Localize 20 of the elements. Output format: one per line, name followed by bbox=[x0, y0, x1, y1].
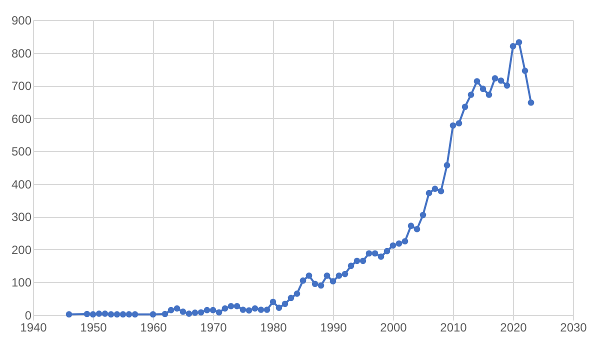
x-tick-label: 1980 bbox=[260, 320, 288, 334]
y-tick-label: 500 bbox=[11, 144, 32, 159]
x-tick-label: 2010 bbox=[440, 320, 468, 334]
x-tick-label: 1990 bbox=[320, 320, 348, 334]
x-tick-label: 2020 bbox=[500, 320, 528, 334]
y-tick-label: 100 bbox=[11, 276, 32, 290]
y-tick-label: 800 bbox=[11, 46, 32, 60]
y-tick-label: 700 bbox=[11, 79, 32, 94]
x-tick-label: 1970 bbox=[200, 320, 228, 334]
y-tick-label: 200 bbox=[11, 242, 32, 257]
x-tick-label: 1950 bbox=[80, 320, 108, 334]
y-tick-label: 0 bbox=[24, 308, 32, 322]
x-tick-label: 1940 bbox=[20, 320, 48, 334]
x-tick-label: 1960 bbox=[140, 320, 168, 334]
y-tick-label: 900 bbox=[11, 14, 32, 28]
x-tick-label: 2000 bbox=[380, 320, 408, 334]
y-tick-label: 400 bbox=[11, 177, 32, 192]
y-tick-label: 600 bbox=[11, 112, 32, 126]
x-tick-label: 2030 bbox=[560, 320, 588, 334]
y-tick-label: 300 bbox=[11, 210, 32, 224]
